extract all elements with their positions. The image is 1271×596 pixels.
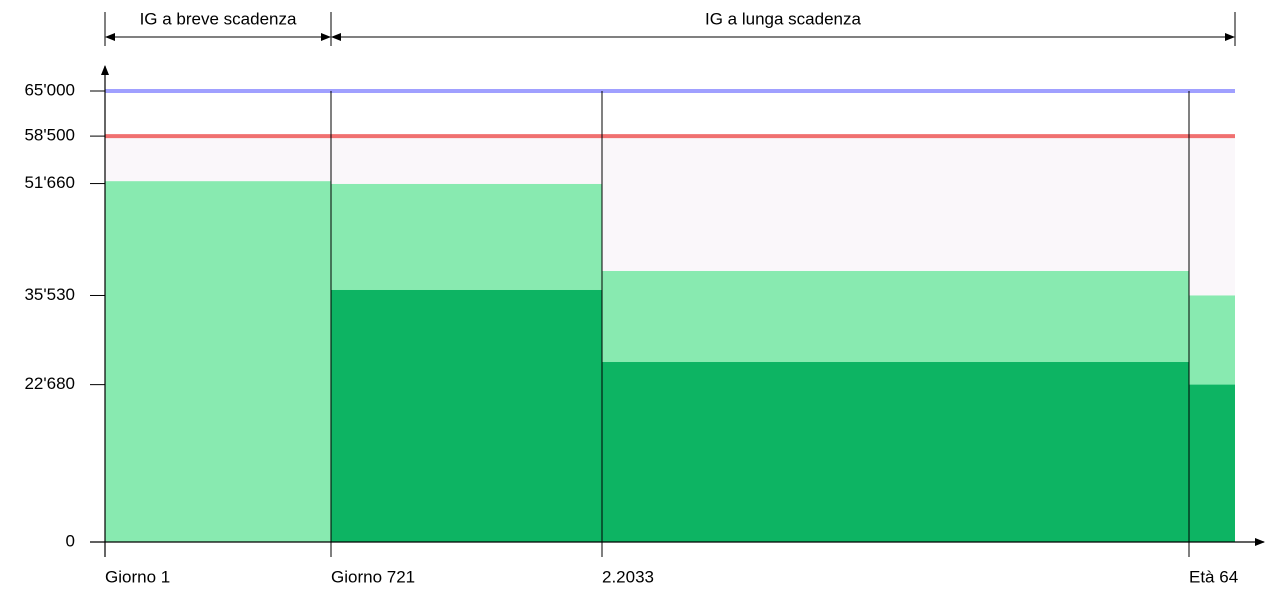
step-segment <box>602 362 1189 542</box>
x-tick-label: 2.2033 <box>602 567 654 586</box>
span-label: IG a breve scadenza <box>140 9 297 28</box>
x-tick-label: Giorno 721 <box>331 567 415 586</box>
y-tick-label: 35'530 <box>24 285 75 304</box>
y-tick-label: 65'000 <box>24 80 75 99</box>
x-tick-label: Giorno 1 <box>105 567 170 586</box>
span-label: IG a lunga scadenza <box>705 9 861 28</box>
y-tick-label: 51'660 <box>24 173 75 192</box>
step-segment <box>331 289 602 542</box>
step-segment <box>105 181 331 542</box>
step-segment <box>1189 384 1235 542</box>
x-tick-label: Età 64 <box>1189 567 1238 586</box>
y-tick-label: 58'500 <box>24 126 75 145</box>
y-tick-label: 22'680 <box>24 374 75 393</box>
y-tick-label: 0 <box>66 531 75 550</box>
